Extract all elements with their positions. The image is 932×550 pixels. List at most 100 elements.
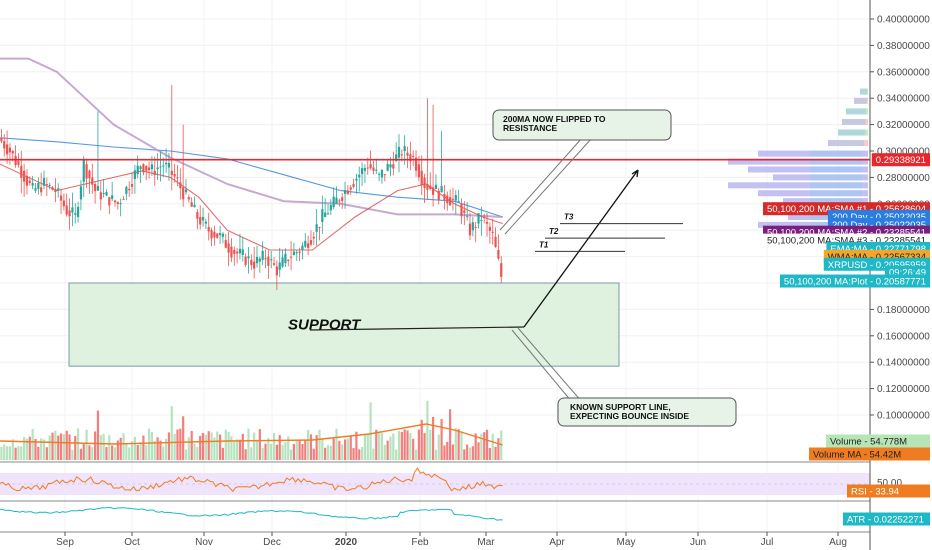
candle-body [156,167,159,170]
volume-bar [329,445,332,460]
volume-bar [150,431,154,460]
candle-body [59,195,63,201]
volume-profile-bar-up [846,108,866,115]
candle-body [332,196,335,208]
volume-bar [96,410,100,460]
ma-plot-tag: 50,100,200 MA:Plot - 0.20587771 [779,274,930,288]
volume-pane [0,400,503,460]
candle-body [343,190,347,194]
candle-body [122,198,125,200]
annotation-resistance-line-1: 200MA NOW FLIPPED TO [503,114,606,124]
volume-bar [94,431,97,460]
volume-profile-bar-up [810,182,863,189]
annotation-resistance-pointer-2 [504,137,593,235]
volume-bar [471,446,474,460]
candle-body [318,226,321,228]
volume-bar [463,449,466,460]
atr-tag-text: ATR - 0.02252271 [847,515,924,526]
volume-bar [468,447,472,460]
volume-bar [378,431,381,460]
volume-bar [380,432,384,460]
y-tick-label: 0.28000000 [877,173,930,184]
volume-bar [363,434,367,460]
volume-bar [497,438,500,460]
projection-arrow [523,169,639,328]
y-tick-label: 0.16000000 [877,331,930,342]
ma-line [0,137,503,218]
candle-body [218,232,222,236]
candle-body [125,186,128,194]
ma-line [0,57,503,218]
candle-body [85,164,88,179]
volume-ma-tag-bg [809,447,930,461]
volume-bar [147,428,151,460]
annotation-support: KNOWN SUPPORT LINE, EXPECTING BOUNCE INS… [511,327,737,427]
candle-body [133,170,136,180]
volume-bar [216,431,219,460]
sma1-tag-text: 50,100,200 MA:SMA #1 - 0.25628604 [767,204,926,215]
volume-bar [91,447,94,460]
volume-ma-tag: Volume MA - 54.42M [809,447,930,461]
volume-bar [224,429,227,460]
y-tick-label: 0.38000000 [877,41,930,52]
volume-bar [37,446,40,460]
candle-body [474,226,477,228]
volume-bar [167,432,171,460]
atr-pane [0,506,503,521]
volume-bar [449,409,452,460]
volume-tag-text: Volume - 54.778M [830,437,907,448]
volume-bar [307,429,310,460]
candle-body [244,256,247,265]
annotation-resistance: 200MA NOW FLIPPED TO RESISTANCE [492,109,672,235]
time-axis[interactable]: Sep Oct Nov Dec 2020 Feb Mar Apr May Jun Jul Aug [56,532,847,548]
candle-body [346,190,349,194]
annotation-support-pointer [511,329,573,403]
volume-bar [40,438,43,460]
volume-profile-bar-up [838,129,865,136]
candle-body [65,205,68,215]
candle-body [446,195,449,204]
volume-bar [5,446,9,460]
candle-body [261,250,264,260]
resistance-price-tag-text: 0.29338921 [876,155,926,166]
candle-body [281,257,284,267]
candle-body [113,200,117,203]
volume-bar [423,433,426,460]
volume-bar [201,433,205,460]
candle-body [23,170,26,182]
candle-body [102,193,105,195]
volume-bar [165,438,168,460]
volume-bar [466,444,469,460]
volume-bar [51,432,54,460]
volume-bar [116,440,119,460]
x-tick-label: Sep [56,537,74,548]
candle-body [412,155,415,157]
candle-body [497,250,500,259]
x-tick-label: Feb [411,537,429,548]
candle-body [184,189,188,193]
candle-body [443,193,446,200]
candle-body [372,167,375,171]
annotation-resistance-text: 200MA NOW FLIPPED TO RESISTANCE [503,114,608,133]
volume-profile-bar-up [854,97,867,104]
volume-bar [85,429,88,460]
y-tick-label: 0.36000000 [877,67,930,78]
candle-body [57,188,60,191]
volume-bar [457,429,460,460]
volume-bar [162,446,165,460]
rsi-tag: RSI - 33.94 [847,484,930,498]
volume-bar [45,447,48,460]
candle-body [88,170,91,179]
candle-body [414,157,418,171]
volume-bar [71,449,74,460]
candle-body [491,231,494,233]
candle-body [76,206,80,217]
candle-body [170,170,173,176]
volume-bar [17,446,20,460]
candle-body [431,187,435,195]
candle-body [91,177,94,185]
volume-profile-bar-up [810,158,863,165]
target-label: T3 [564,213,574,222]
volume-bar [142,435,145,460]
